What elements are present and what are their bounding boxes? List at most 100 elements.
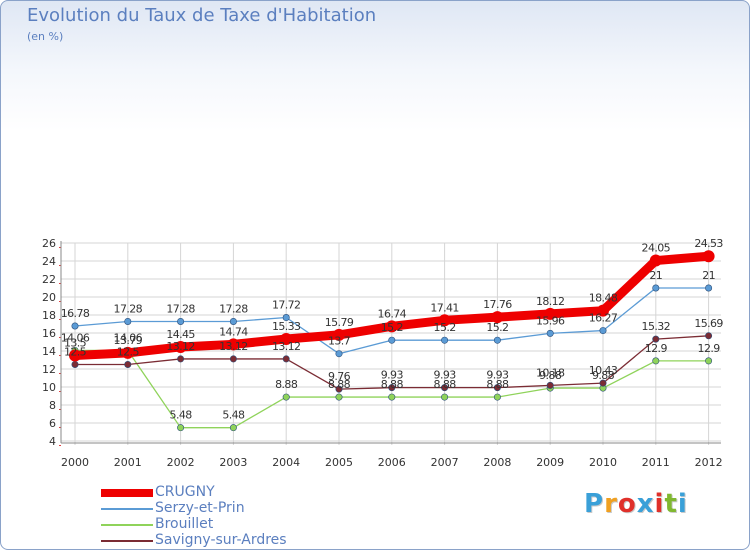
data-label-crugny: 18.48: [589, 292, 618, 305]
legend: CRUGNY Serzy-et-Prin Brouillet Savigny-s…: [101, 484, 361, 549]
chart-title: Evolution du Taux de Taxe d'Habitation: [27, 5, 377, 26]
y-tick-label: 16: [42, 327, 56, 340]
data-label-brouillet: 5.48: [170, 409, 193, 422]
data-label-serzy-et-prin: 21: [649, 269, 662, 282]
data-label-serzy-et-prin: 17.72: [272, 299, 301, 312]
point-brouillet: [229, 424, 237, 432]
data-label-crugny: 15.33: [272, 320, 301, 333]
point-savigny-sur-ardres: [177, 355, 185, 363]
data-label-savigny-sur-ardres: 10.43: [589, 364, 618, 377]
point-crugny: [174, 340, 187, 353]
point-savigny-sur-ardres: [599, 379, 607, 387]
data-label-crugny: 13.79: [114, 334, 143, 347]
x-tick-label: 2012: [695, 456, 723, 469]
point-serzy-et-prin: [546, 329, 554, 337]
legend-label-savigny-sur-ardres: Savigny-sur-Ardres: [155, 532, 287, 548]
point-crugny: [702, 250, 715, 263]
y-tick-label: 8: [49, 399, 56, 412]
point-serzy-et-prin: [652, 284, 660, 292]
data-label-savigny-sur-ardres: 9.93: [434, 369, 457, 382]
point-brouillet: [177, 424, 185, 432]
data-label-crugny: 17.41: [430, 301, 459, 314]
point-crugny: [491, 311, 504, 324]
data-label-savigny-sur-ardres: 13.12: [219, 340, 248, 353]
x-tick-label: 2009: [536, 456, 564, 469]
point-brouillet: [388, 393, 396, 401]
y-tick-label: 4: [49, 435, 56, 448]
x-tick-label: 2001: [114, 456, 142, 469]
x-tick-label: 2008: [483, 456, 511, 469]
data-label-crugny: 18.12: [536, 295, 565, 308]
data-label-savigny-sur-ardres: 10.18: [536, 366, 565, 379]
data-label-brouillet: 8.88: [275, 378, 298, 391]
data-label-savigny-sur-ardres: 13.12: [272, 340, 301, 353]
point-savigny-sur-ardres: [282, 355, 290, 363]
y-tick-label: 18: [42, 309, 56, 322]
x-tick-label: 2003: [219, 456, 247, 469]
data-label-crugny: 13.5: [64, 337, 87, 350]
data-label-serzy-et-prin: 21: [702, 269, 715, 282]
data-label-crugny: 24.53: [694, 237, 723, 250]
point-serzy-et-prin: [282, 314, 290, 322]
data-label-crugny: 16.74: [378, 307, 407, 320]
x-tick-label: 2010: [589, 456, 617, 469]
data-label-serzy-et-prin: 16.78: [61, 307, 90, 320]
legend-swatch-crugny: [101, 489, 153, 497]
point-crugny: [280, 333, 293, 346]
point-savigny-sur-ardres: [652, 335, 660, 343]
point-crugny: [227, 338, 240, 351]
point-savigny-sur-ardres: [546, 381, 554, 389]
point-crugny: [649, 254, 662, 267]
point-serzy-et-prin: [705, 284, 713, 292]
point-crugny: [544, 307, 557, 320]
data-label-serzy-et-prin: 17.28: [166, 302, 195, 315]
data-label-savigny-sur-ardres: 13.12: [166, 340, 195, 353]
point-savigny-sur-ardres: [229, 355, 237, 363]
point-savigny-sur-ardres: [705, 332, 713, 340]
data-label-brouillet: 8.88: [434, 378, 457, 391]
point-serzy-et-prin: [124, 317, 132, 325]
y-tick-label: 22: [42, 273, 56, 286]
point-brouillet: [493, 393, 501, 401]
data-label-crugny: 14.45: [166, 328, 195, 341]
data-label-brouillet: 12.9: [645, 342, 668, 355]
data-label-crugny: 17.76: [483, 298, 512, 311]
data-label-crugny: 14.74: [219, 325, 248, 338]
legend-label-crugny: CRUGNY: [155, 484, 215, 500]
point-crugny: [597, 304, 609, 317]
data-label-savigny-sur-ardres: 15.69: [694, 317, 723, 330]
legend-swatch-serzy-et-prin: [101, 508, 153, 510]
point-savigny-sur-ardres: [493, 384, 501, 392]
point-serzy-et-prin: [229, 317, 237, 325]
point-serzy-et-prin: [441, 336, 449, 344]
data-label-savigny-sur-ardres: 15.32: [642, 320, 671, 333]
point-crugny: [438, 314, 451, 327]
legend-swatch-savigny-sur-ardres: [101, 540, 153, 542]
data-label-brouillet: 8.88: [328, 378, 351, 391]
data-label-serzy-et-prin: 15.2: [486, 321, 508, 334]
x-tick-label: 2004: [272, 456, 300, 469]
data-label-savigny-sur-ardres: 9.93: [486, 369, 509, 382]
data-label-savigny-sur-ardres: 9.76: [328, 370, 351, 383]
data-label-serzy-et-prin: 15.2: [434, 321, 456, 334]
y-tick-label: 12: [42, 363, 56, 376]
data-label-serzy-et-prin: 15.96: [536, 314, 565, 327]
point-crugny: [69, 349, 81, 362]
point-serzy-et-prin: [388, 336, 396, 344]
point-crugny: [385, 320, 398, 333]
data-label-serzy-et-prin: 17.28: [114, 302, 143, 315]
data-label-brouillet: 8.88: [486, 378, 509, 391]
point-savigny-sur-ardres: [441, 384, 449, 392]
chart-subtitle: (en %): [27, 30, 64, 43]
point-serzy-et-prin: [599, 327, 607, 335]
data-label-crugny: 24.05: [642, 242, 671, 255]
data-label-brouillet: 14.06: [61, 331, 90, 344]
y-tick-label: 14: [42, 345, 56, 358]
legend-item-crugny: CRUGNY: [101, 484, 361, 501]
legend-item-savigny-sur-ardres: Savigny-sur-Ardres: [101, 532, 361, 549]
point-savigny-sur-ardres: [335, 385, 343, 393]
data-label-savigny-sur-ardres: 12.5: [117, 346, 140, 359]
data-label-savigny-sur-ardres: 9.93: [381, 369, 404, 382]
data-label-crugny: 15.79: [325, 316, 354, 329]
